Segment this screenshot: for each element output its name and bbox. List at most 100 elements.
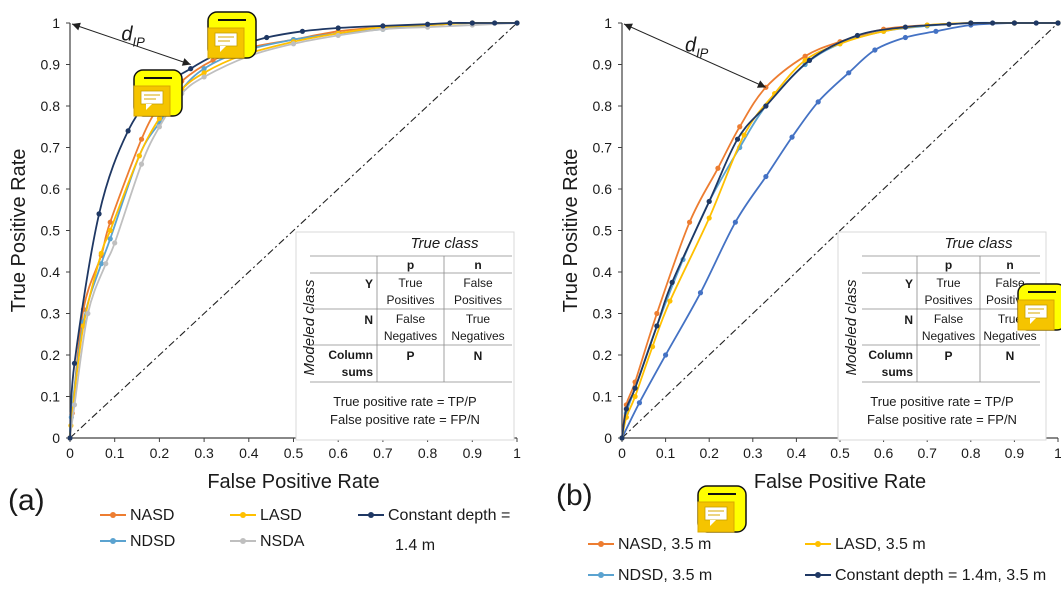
legend-label: LASD — [260, 507, 302, 524]
data-point — [103, 261, 109, 267]
data-point — [1055, 20, 1061, 26]
x-tick-label: 0.4 — [239, 445, 259, 461]
data-point — [763, 173, 769, 180]
random-classifier-diagonal — [69, 22, 518, 439]
y-tick-label: 0.7 — [593, 140, 613, 156]
data-point — [806, 57, 813, 63]
data-point — [686, 219, 693, 225]
legend-item: NDSD — [100, 533, 175, 550]
note-bubble — [704, 506, 728, 521]
y-tick-label: 0.5 — [593, 223, 613, 239]
data-point — [968, 20, 974, 26]
data-point — [741, 132, 747, 138]
data-point — [815, 99, 821, 105]
speech-note-icon — [133, 69, 183, 117]
y-tick-label: 0 — [52, 430, 60, 446]
table-cell: P — [406, 349, 414, 363]
legend-item: LASD, 3.5 m — [805, 536, 926, 553]
legend-swatch-dot — [240, 538, 246, 544]
y-tick-label: 0.6 — [41, 181, 61, 197]
data-point — [632, 393, 638, 400]
legend-label-line2: 1.4 m — [395, 537, 435, 554]
x-tick-label: 0.2 — [150, 445, 170, 461]
table-cell: True Positives — [924, 276, 972, 307]
x-tick-label: 0.2 — [699, 445, 719, 461]
table-header-cell: p — [407, 258, 414, 272]
note-bubble-tail — [220, 46, 226, 52]
x-tick-label: 0 — [66, 445, 74, 461]
data-point — [67, 435, 73, 441]
speech-note-icon — [207, 11, 257, 59]
x-tick-label: 0.5 — [284, 445, 304, 461]
series-line — [621, 22, 1058, 439]
y-tick-label: 0.8 — [41, 98, 61, 114]
data-point — [654, 323, 660, 329]
data-point — [380, 23, 386, 29]
data-point — [649, 344, 656, 350]
x-tick-label: 0.6 — [328, 445, 348, 461]
y-tick-label: 0.8 — [593, 98, 613, 114]
data-point — [138, 136, 145, 142]
data-point — [669, 279, 675, 285]
data-point — [107, 219, 113, 225]
speech-note-icon — [1017, 283, 1061, 331]
data-point — [107, 236, 113, 242]
data-point — [854, 32, 861, 39]
data-point — [138, 161, 145, 167]
legend-item: NSDA — [230, 533, 305, 550]
arrow-head — [181, 58, 191, 66]
x-tick-label: 0.9 — [1005, 445, 1025, 461]
dip-label: dIP — [685, 35, 709, 61]
data-point — [85, 310, 91, 317]
table-cell: N — [904, 313, 913, 327]
data-point — [112, 240, 118, 246]
data-point — [201, 74, 207, 80]
legend-label: NASD — [130, 507, 174, 524]
dip-arrow: dIP — [623, 23, 767, 88]
legend-item: NASD, 3.5 m — [588, 536, 711, 553]
x-tick-label: 0.4 — [787, 445, 807, 461]
true-class-label: True class — [410, 235, 479, 252]
tpr-formula: True positive rate = TP/P — [333, 394, 476, 409]
dip-label: dIP — [121, 23, 145, 49]
table-cell: Column sums — [328, 348, 373, 379]
confusion-table-box — [295, 231, 515, 441]
x-tick-label: 0.9 — [463, 445, 483, 461]
fpr-formula: False positive rate = FP/N — [330, 412, 480, 427]
modeled-class-label: Modeled class — [843, 279, 860, 375]
table-cell: False Positives — [454, 276, 502, 307]
data-point — [425, 21, 431, 27]
tpr-formula: True positive rate = TP/P — [870, 394, 1013, 409]
legend-label: Constant depth = — [388, 507, 510, 524]
table-cell: Column sums — [868, 348, 913, 379]
data-point — [96, 211, 102, 217]
dip-line — [71, 23, 191, 65]
dip-arrow: dIP — [71, 22, 191, 66]
data-point — [946, 21, 952, 27]
table-cell: P — [944, 349, 952, 363]
x-tick-label: 0.7 — [917, 445, 937, 461]
data-point — [663, 352, 669, 358]
legend-label: NSDA — [260, 533, 305, 550]
random-classifier-diagonal — [621, 22, 1059, 439]
data-point — [990, 20, 996, 26]
arrow-head — [72, 22, 81, 31]
confusion-table-box — [837, 231, 1047, 441]
series-constant-depth-1-4m-3-5-m — [619, 20, 1061, 441]
table-header-cell: n — [474, 258, 481, 272]
data-point — [264, 34, 270, 41]
table-cell: True Negatives — [451, 312, 504, 343]
data-point — [636, 400, 643, 406]
panel-a: 0 0.1 0.2 0.3 0.4 0.5 0.6 0.7 0.8 0.9 1 0 0.1 0.2 0.3 0… — [8, 15, 521, 554]
dip-line — [623, 23, 767, 88]
legend: NASD LASD Constant depth = 1.4 m NDSD NSDA — [100, 507, 510, 554]
data-point — [732, 219, 738, 225]
x-tick-label: 0.7 — [373, 445, 393, 461]
x-tick-label: 0.5 — [830, 445, 850, 461]
table-cell: Y — [365, 277, 373, 291]
panel-letter: (b) — [556, 479, 593, 512]
x-tick-label: 0.1 — [105, 445, 125, 461]
note-bubble — [214, 32, 238, 47]
x-tick-label: 1 — [513, 445, 521, 461]
legend-swatch-dot — [815, 541, 821, 547]
